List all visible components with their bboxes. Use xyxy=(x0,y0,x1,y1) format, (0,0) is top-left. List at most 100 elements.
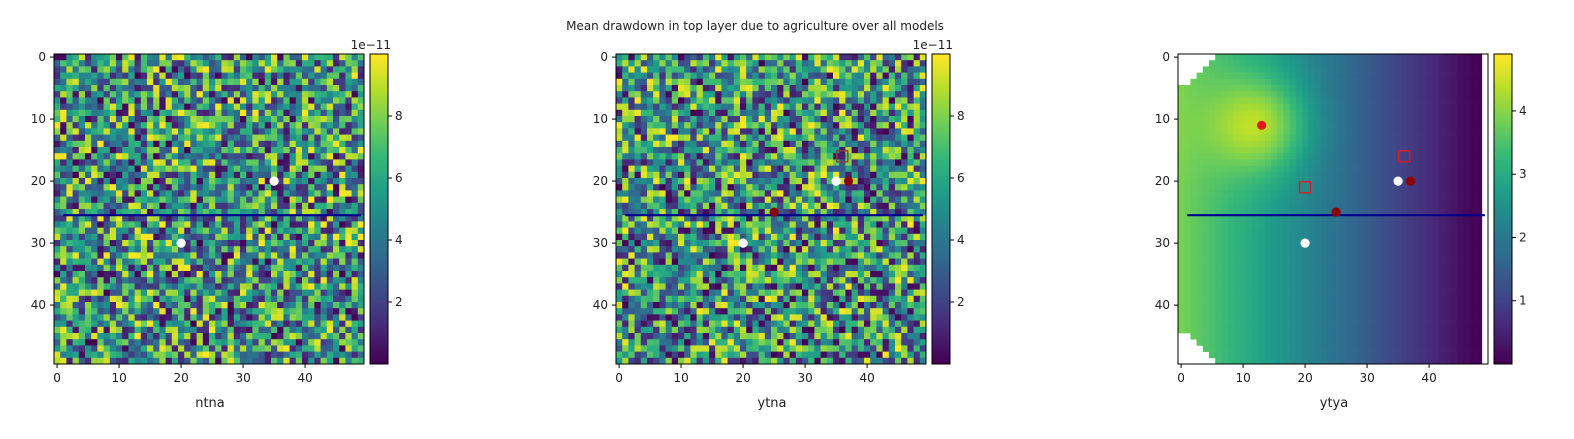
heatmap-cell xyxy=(147,184,154,191)
heatmap-cell xyxy=(295,351,303,359)
heatmap-cell xyxy=(826,264,834,272)
heatmap-cell xyxy=(851,122,859,129)
heatmap-cell xyxy=(820,320,828,328)
heatmap-cell xyxy=(678,277,685,284)
heatmap-cell xyxy=(134,246,142,253)
heatmap-cell xyxy=(178,233,185,241)
heatmap-cell xyxy=(233,252,241,259)
heatmap-cell xyxy=(215,302,222,309)
heatmap-cell xyxy=(820,295,828,303)
heatmap-cell xyxy=(159,60,166,67)
heatmap-cell xyxy=(289,209,297,216)
colorbar-segment xyxy=(370,190,388,194)
heatmap-cell xyxy=(659,78,666,86)
heatmap-cell xyxy=(839,153,846,160)
heatmap-cell xyxy=(258,277,266,284)
heatmap-cell xyxy=(252,271,259,278)
heatmap-cell xyxy=(907,97,914,104)
heatmap-cell xyxy=(190,91,197,98)
heatmap-cell xyxy=(820,91,828,98)
heatmap-cell xyxy=(814,153,821,160)
heatmap-cell xyxy=(184,91,191,98)
heatmap-cell xyxy=(351,283,359,290)
heatmap-cell xyxy=(277,277,284,284)
heatmap-cell xyxy=(159,215,166,222)
heatmap-cell xyxy=(178,283,185,290)
heatmap-cell xyxy=(795,240,803,247)
heatmap-cell xyxy=(820,209,828,216)
heatmap-cell xyxy=(845,66,852,73)
heatmap-cell xyxy=(78,295,86,303)
heatmap-cell xyxy=(246,326,253,334)
heatmap-cell xyxy=(289,271,297,278)
heatmap-cell xyxy=(789,165,797,173)
heatmap-cell xyxy=(357,122,365,129)
heatmap-cell xyxy=(864,190,871,197)
heatmap-cell xyxy=(190,134,197,142)
heatmap-cell xyxy=(308,72,315,80)
heatmap-cell xyxy=(820,165,828,173)
heatmap-cell xyxy=(72,97,80,104)
heatmap-cell xyxy=(702,209,710,216)
heatmap-cell xyxy=(671,122,679,129)
heatmap-cell xyxy=(833,240,840,247)
heatmap-cell xyxy=(640,246,648,253)
heatmap-cell xyxy=(271,227,278,235)
heatmap-cell xyxy=(634,171,642,179)
heatmap-cell xyxy=(628,66,635,73)
heatmap-cell xyxy=(339,147,346,154)
colorbar-segment xyxy=(370,92,388,96)
heatmap-cell xyxy=(357,153,365,160)
heatmap-cell xyxy=(103,134,111,142)
heatmap-cell xyxy=(671,246,679,253)
heatmap-cell xyxy=(178,215,185,222)
heatmap-cell xyxy=(209,314,216,321)
heatmap-cell xyxy=(665,54,673,61)
heatmap-cell xyxy=(702,277,710,284)
heatmap-cell xyxy=(314,153,321,160)
heatmap-cell xyxy=(640,178,648,185)
heatmap-cell xyxy=(684,277,691,284)
heatmap-cell xyxy=(128,153,135,160)
heatmap-cell xyxy=(702,60,710,67)
heatmap-cell xyxy=(116,320,123,328)
heatmap-cell xyxy=(640,221,648,228)
heatmap-cell xyxy=(320,54,328,61)
heatmap-cell xyxy=(690,196,697,204)
heatmap-cell xyxy=(733,72,741,80)
heatmap-cell xyxy=(314,165,321,173)
heatmap-cell xyxy=(264,320,272,328)
heatmap-cell xyxy=(97,283,104,290)
heatmap-cell xyxy=(684,326,691,334)
heatmap-cell xyxy=(339,159,346,166)
heatmap-cell xyxy=(684,258,691,266)
heatmap-cell xyxy=(640,54,648,61)
heatmap-cell xyxy=(153,240,160,247)
heatmap-cell xyxy=(97,202,104,210)
heatmap-cell xyxy=(826,72,834,80)
heatmap-cell xyxy=(758,295,766,303)
heatmap-cell xyxy=(202,215,210,222)
heatmap-cell xyxy=(647,215,654,222)
heatmap-cell xyxy=(178,202,185,210)
heatmap-cell xyxy=(85,97,92,104)
heatmap-cell xyxy=(795,215,803,222)
heatmap-cell xyxy=(653,333,660,340)
heatmap-cell xyxy=(678,147,685,154)
heatmap-cell xyxy=(178,78,185,86)
heatmap-cell xyxy=(808,159,815,166)
heatmap-cell xyxy=(326,314,334,321)
heatmap-cell xyxy=(122,333,129,340)
colorbar-segment xyxy=(370,159,388,163)
heatmap-cell xyxy=(122,97,129,104)
heatmap-cell xyxy=(789,283,797,290)
heatmap-cell xyxy=(857,215,865,222)
heatmap-cell xyxy=(91,308,98,315)
heatmap-cell xyxy=(857,190,865,197)
heatmap-cell xyxy=(134,215,142,222)
heatmap-cell xyxy=(777,196,784,204)
heatmap-cell xyxy=(134,233,142,241)
heatmap-cell xyxy=(665,215,673,222)
heatmap-cell xyxy=(314,221,321,228)
